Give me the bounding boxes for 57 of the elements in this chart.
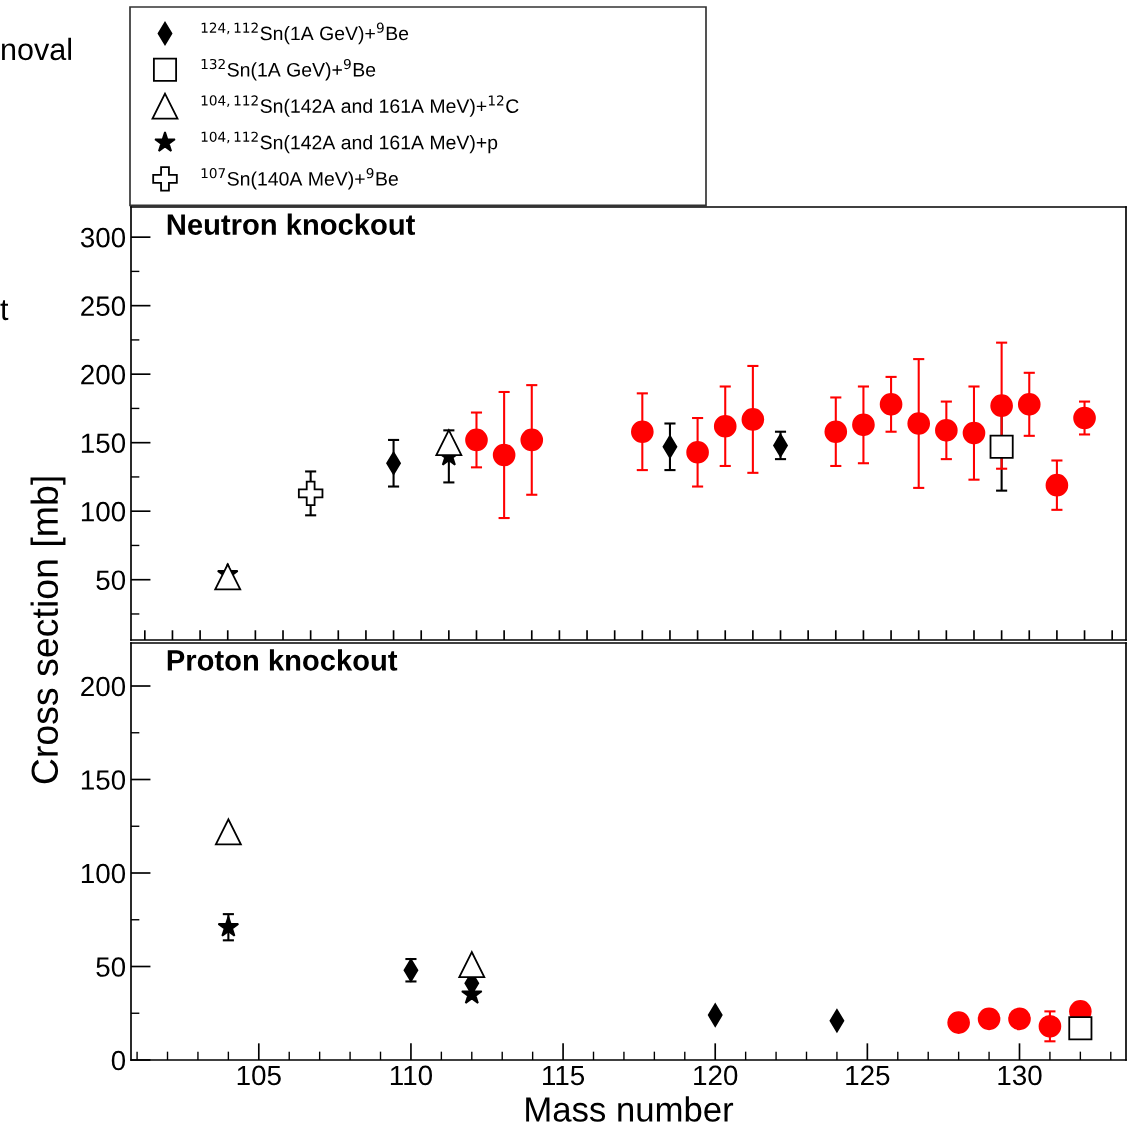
point — [214, 563, 242, 591]
y-tick-label: 150 — [81, 433, 126, 454]
chart-title: Neutron knockout — [167, 213, 416, 235]
text: noval — [2, 37, 71, 61]
point — [1017, 392, 1041, 416]
point — [1068, 1016, 1093, 1041]
point — [879, 392, 903, 416]
y-tick-label: 250 — [81, 296, 126, 316]
y-tick-label: 300 — [80, 227, 126, 248]
x-tick-label: 130 — [998, 1065, 1042, 1086]
point — [520, 428, 544, 452]
y-tick-label: 150 — [81, 770, 126, 790]
legend-label: $^{124,112}$Sn(1A GeV)+$^{9}$Be — [201, 22, 409, 45]
x-axis-title: Mass number — [526, 1096, 734, 1122]
legend-label: $^{104,112}$Sn(142A and 161A MeV)+p — [201, 131, 498, 154]
point — [1038, 1015, 1062, 1038]
y-tick-label: 100 — [81, 501, 126, 522]
point — [977, 1007, 1001, 1031]
point — [492, 443, 516, 467]
text: t — [0, 300, 9, 321]
point — [907, 412, 931, 435]
point — [1073, 406, 1096, 430]
point — [435, 429, 463, 457]
x-tick-label: 125 — [846, 1065, 890, 1086]
point — [852, 413, 875, 437]
point — [214, 818, 242, 846]
y-tick-label: 50 — [96, 957, 126, 977]
x-tick-label: 110 — [390, 1065, 432, 1086]
y-tick-label: 200 — [81, 364, 126, 385]
point — [741, 408, 765, 431]
chart-title: Proton knockout — [167, 649, 398, 671]
legend-label: $^{132}$Sn(1A GeV)+$^{9}$Be — [201, 58, 376, 81]
point — [458, 951, 486, 979]
point — [465, 428, 488, 452]
legend-label: $^{104,112}$Sn(142A and 161A MeV)+$^{12}$C — [201, 95, 519, 117]
point — [630, 420, 654, 444]
y-axis-title: Cross section [mb] — [30, 477, 66, 784]
point — [824, 420, 848, 444]
point — [1045, 473, 1069, 497]
point — [217, 915, 240, 937]
x-tick-label: 120 — [694, 1065, 738, 1086]
y-tick-label: 0 — [111, 1050, 126, 1071]
point — [935, 419, 958, 442]
point — [990, 394, 1013, 418]
point — [1008, 1007, 1031, 1031]
point — [713, 414, 737, 438]
point — [962, 421, 986, 445]
y-tick-label: 100 — [81, 863, 126, 884]
x-tick-label: 105 — [237, 1065, 281, 1086]
y-tick-label: 200 — [81, 676, 126, 697]
legend-label: $^{107}$Sn(140A MeV)+$^{9}$Be — [201, 168, 398, 190]
x-tick-label: 115 — [543, 1065, 585, 1086]
point — [686, 440, 709, 464]
point — [947, 1011, 970, 1034]
point — [989, 434, 1014, 459]
point — [297, 480, 324, 507]
y-tick-label: 50 — [96, 570, 126, 591]
